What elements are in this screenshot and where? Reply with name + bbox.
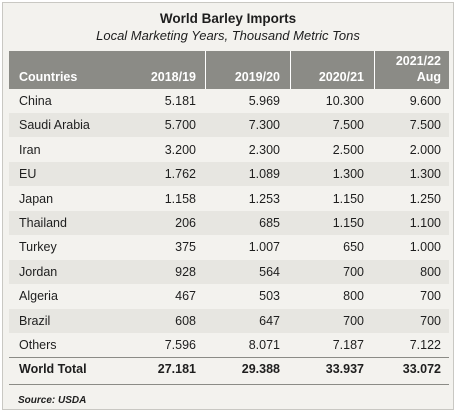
header-divider — [290, 51, 291, 89]
value-cell: 650 — [343, 240, 364, 255]
header-countries: Countries — [19, 70, 78, 84]
value-cell: 27.181 — [157, 362, 196, 377]
value-cell: 8.071 — [248, 338, 280, 352]
country-cell: Iran — [19, 142, 41, 157]
table-row: Thailand 206 685 1.150 1.100 — [9, 211, 449, 235]
value-cell: 503 — [259, 289, 280, 304]
value-cell: 1.000 — [409, 240, 441, 255]
source-note: Source: USDA — [18, 395, 87, 406]
value-cell: 700 — [343, 313, 364, 328]
value-cell: 1.300 — [332, 167, 364, 182]
value-cell: 700 — [420, 289, 441, 304]
table-row: Japan 1.158 1.253 1.150 1.250 — [9, 187, 449, 211]
country-cell: Jordan — [19, 264, 58, 279]
value-cell: 1.300 — [409, 167, 441, 182]
value-cell: 7.500 — [409, 118, 441, 133]
header-2020-21: 2020/21 — [318, 70, 364, 84]
value-cell: 9.600 — [409, 94, 441, 108]
header-2018-19: 2018/19 — [150, 70, 196, 84]
value-cell: 2.300 — [248, 142, 280, 157]
value-cell: 647 — [259, 313, 280, 328]
value-cell: 1.089 — [248, 167, 280, 182]
value-cell: 800 — [343, 289, 364, 304]
total-row: World Total 27.181 29.388 33.937 33.072 — [9, 357, 449, 381]
value-cell: 33.072 — [402, 362, 441, 377]
header-divider — [205, 51, 206, 89]
country-cell: Turkey — [19, 240, 57, 255]
value-cell: 700 — [343, 264, 364, 279]
table-row: Turkey 375 1.007 650 1.000 — [9, 235, 449, 259]
table-row: Others 7.596 8.071 7.187 7.122 — [9, 333, 449, 357]
country-cell: Saudi Arabia — [19, 118, 90, 133]
value-cell: 700 — [420, 313, 441, 328]
value-cell: 7.500 — [332, 118, 364, 133]
header-divider — [374, 51, 375, 89]
value-cell: 2.000 — [409, 142, 441, 157]
bottom-separator — [9, 383, 449, 385]
country-cell: Brazil — [19, 313, 51, 328]
value-cell: 29.388 — [241, 362, 280, 377]
value-cell: 564 — [259, 264, 280, 279]
total-separator — [9, 357, 449, 359]
value-cell: 7.187 — [332, 338, 364, 352]
country-cell: Thailand — [19, 216, 67, 230]
table-row: Brazil 608 647 700 700 — [9, 308, 449, 333]
table-row: EU 1.762 1.089 1.300 1.300 — [9, 162, 449, 187]
value-cell: 206 — [175, 216, 196, 230]
value-cell: 5.181 — [164, 94, 196, 108]
header-aug: Aug — [416, 70, 441, 84]
value-cell: 1.762 — [164, 167, 196, 182]
value-cell: 608 — [175, 313, 196, 328]
value-cell: 467 — [175, 289, 196, 304]
table-row: Saudi Arabia 5.700 7.300 7.500 7.500 — [9, 113, 449, 138]
country-cell: Japan — [19, 191, 54, 206]
table-title: World Barley Imports — [159, 11, 297, 26]
table-row: China 5.181 5.969 10.300 9.600 — [9, 89, 449, 113]
value-cell: 7.122 — [409, 338, 441, 352]
value-cell: 928 — [175, 264, 196, 279]
table-header: Countries 2018/19 2019/20 2020/21 2021/2… — [9, 51, 449, 89]
value-cell: 800 — [420, 264, 441, 279]
value-cell: 10.300 — [325, 94, 364, 108]
value-cell: 1.253 — [248, 191, 280, 206]
value-cell: 1.158 — [164, 191, 196, 206]
country-cell: EU — [19, 167, 37, 182]
table-row: Jordan 928 564 700 800 — [9, 259, 449, 284]
value-cell: 33.937 — [325, 362, 364, 377]
value-cell: 375 — [175, 240, 196, 255]
value-cell: 1.100 — [409, 216, 441, 230]
value-cell: 3.200 — [164, 142, 196, 157]
country-cell: Others — [19, 338, 57, 352]
value-cell: 2.500 — [332, 142, 364, 157]
value-cell: 5.969 — [248, 94, 280, 108]
header-2019-20: 2019/20 — [234, 70, 280, 84]
table-row: Algeria 467 503 800 700 — [9, 284, 449, 308]
value-cell: 5.700 — [164, 118, 196, 133]
country-cell: World Total — [19, 362, 87, 377]
value-cell: 1.150 — [332, 216, 364, 230]
table-subtitle: Local Marketing Years, Thousand Metric T… — [96, 28, 360, 43]
header-2021-22: 2021/22 — [395, 54, 441, 68]
value-cell: 7.596 — [164, 338, 196, 352]
value-cell: 1.250 — [409, 191, 441, 206]
value-cell: 685 — [259, 216, 280, 230]
country-cell: Algeria — [19, 289, 58, 304]
value-cell: 1.150 — [332, 191, 364, 206]
value-cell: 1.007 — [248, 240, 280, 255]
table-card: World Barley Imports Local Marketing Yea… — [2, 2, 454, 410]
value-cell: 7.300 — [248, 118, 280, 133]
country-cell: China — [19, 94, 52, 108]
table-row: Iran 3.200 2.300 2.500 2.000 — [9, 138, 449, 162]
